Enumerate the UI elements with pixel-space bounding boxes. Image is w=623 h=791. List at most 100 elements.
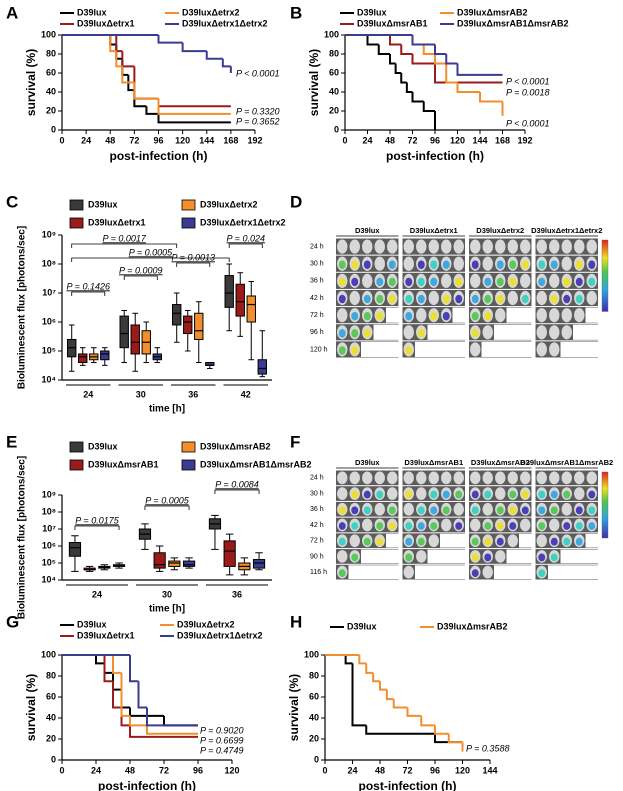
box [246, 295, 256, 323]
empty-slot [519, 565, 532, 579]
legend-label: D39lux [77, 7, 107, 17]
signal [405, 553, 413, 562]
signal [417, 537, 425, 546]
mouse [416, 239, 427, 254]
x-tick-label: 192 [247, 135, 262, 145]
bracket [176, 262, 211, 267]
signal [363, 260, 371, 270]
y-tick-label: 40 [329, 86, 339, 96]
x-tick-label: 48 [105, 135, 115, 145]
x-tick-label: 48 [375, 765, 385, 775]
mouse [549, 273, 560, 288]
empty-slot [415, 565, 428, 579]
y-tick-label: 40 [46, 86, 56, 96]
empty-slot [506, 341, 519, 357]
legend-swatch [69, 459, 84, 471]
mouse [470, 518, 481, 532]
x-tick-label: 36 [188, 389, 198, 399]
survival-step [112, 681, 122, 709]
empty-slot [585, 307, 598, 323]
signal [351, 522, 359, 530]
survival-step [434, 63, 503, 84]
legend-swatch [181, 459, 196, 471]
x-axis-title: post-infection (h) [110, 149, 208, 163]
signal [588, 522, 596, 530]
signal [588, 490, 596, 499]
x-tick-label: 48 [125, 765, 135, 775]
panel-letter: D [290, 192, 302, 211]
legend-swatch [181, 199, 196, 211]
signal [442, 294, 450, 304]
signal [575, 506, 583, 515]
signal [484, 537, 492, 546]
signal [563, 277, 571, 287]
y-tick-label: 10⁴ [42, 374, 56, 384]
mouse [374, 471, 385, 485]
signal [471, 537, 479, 546]
p-value: P = 0.0175 [75, 515, 119, 525]
bracket [71, 291, 106, 296]
signal [563, 537, 571, 546]
signal [405, 346, 413, 355]
signal [550, 260, 558, 270]
box [100, 350, 110, 361]
mouse [536, 308, 547, 323]
survival-step [420, 715, 435, 727]
mouse [453, 256, 464, 271]
mouse [441, 518, 452, 532]
legend-label: D39luxΔmsrAB1ΔmsrAB2 [457, 18, 568, 28]
survival-step [95, 655, 105, 665]
signal [338, 537, 346, 546]
signal [338, 506, 346, 515]
column-header: D39luxΔetrx2 [476, 226, 524, 235]
mouse [428, 290, 439, 306]
survival-step [479, 92, 503, 103]
mouse [470, 342, 481, 357]
x-tick-label: 168 [223, 135, 238, 145]
x-axis-title: post-infection (h) [98, 779, 196, 791]
survival-step [145, 106, 159, 115]
box [168, 560, 181, 567]
y-tick-label: 0 [334, 124, 339, 134]
mouse [586, 471, 597, 485]
column-header: D39lux [355, 458, 380, 467]
signal [471, 329, 479, 338]
mouse [470, 273, 481, 288]
mouse [441, 273, 452, 288]
signal [575, 522, 583, 530]
box [172, 304, 182, 326]
mouse [536, 290, 547, 306]
empty-slot [361, 549, 374, 564]
mouse [470, 471, 481, 485]
mouse [482, 502, 493, 516]
signal [442, 260, 450, 270]
survival-step [146, 707, 164, 727]
empty-slot [452, 307, 465, 323]
x-axis-title: post-infection (h) [386, 149, 484, 163]
empty-slot [348, 565, 361, 579]
signal [388, 522, 396, 530]
p-value: P = 0.6699 [200, 735, 243, 745]
survival-step [121, 51, 135, 68]
legend-label: D39luxΔmsrAB2 [200, 441, 271, 451]
legend-label: D39luxΔmsrAB2 [457, 7, 528, 17]
survival-step [115, 35, 123, 53]
mouse [482, 256, 493, 271]
survival-step [411, 54, 435, 65]
row-label: 24 h [310, 243, 324, 250]
empty-slot [585, 533, 598, 548]
mouse [428, 534, 439, 548]
mouse [337, 550, 348, 563]
y-tick-label: 10⁷ [42, 523, 56, 533]
column-header: D39luxΔmsrAB1ΔmsrAB2 [520, 458, 613, 467]
mouse [495, 550, 506, 563]
empty-slot [415, 341, 428, 357]
p-value: P = 0.0009 [119, 265, 162, 275]
survival-step [181, 42, 207, 53]
mouse [586, 290, 597, 306]
panel-letter: A [6, 3, 18, 22]
signal [575, 537, 583, 546]
y-tick-label: 80 [46, 670, 56, 680]
empty-slot [386, 324, 399, 340]
